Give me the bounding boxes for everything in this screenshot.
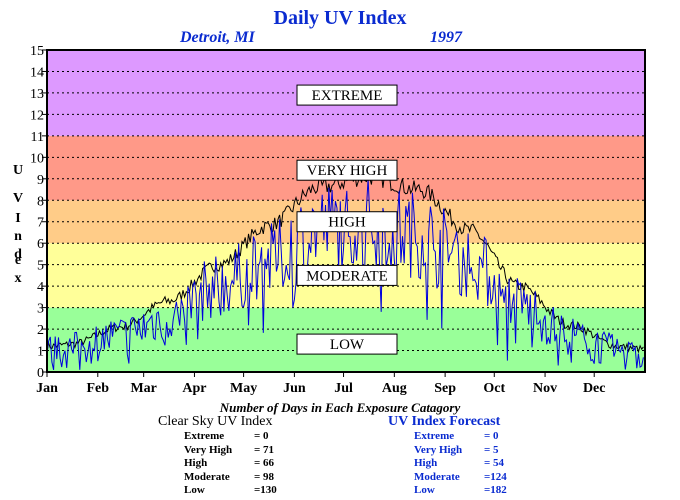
month-label-dec: Dec xyxy=(583,381,606,396)
month-label-feb: Feb xyxy=(87,381,110,396)
band-label-extreme: EXTREME xyxy=(312,88,383,104)
y-tick-label: 2 xyxy=(37,323,44,338)
stats-value: = 71 xyxy=(254,443,275,456)
band-label-very-high-box xyxy=(296,159,398,181)
month-label-jun: Jun xyxy=(283,381,306,396)
y-tick-label: 14 xyxy=(30,65,44,80)
stats-row: Moderate = 98 xyxy=(158,471,277,485)
clear-sky-stats: Clear Sky UV Index Extreme = 0 Very High = … xyxy=(158,414,277,498)
stats-value: = 54 xyxy=(484,457,505,469)
month-label-nov: Nov xyxy=(533,381,557,396)
stats-value: =182 xyxy=(484,484,507,496)
stats-value: = 5 xyxy=(484,443,499,456)
forecast-heading: UV Index Forecast xyxy=(388,414,501,429)
stats-value: = 66 xyxy=(254,457,275,469)
y-tick-label: 15 xyxy=(30,44,44,59)
band-label-moderate: MODERATE xyxy=(306,268,388,284)
y-tick-label: 12 xyxy=(30,108,44,123)
stats-row: Extreme = 0 xyxy=(158,430,277,444)
y-tick-label: 10 xyxy=(30,151,44,166)
month-label-jul: Jul xyxy=(334,381,353,396)
chart-year: 1997 xyxy=(430,29,463,46)
band-label-very-high: VERY HIGH xyxy=(307,163,388,179)
stats-row: Low =182 xyxy=(388,484,507,498)
band-label-high: HIGH xyxy=(328,215,366,231)
stats-value: = 0 xyxy=(484,430,499,442)
band-label-low-box xyxy=(296,333,398,355)
stats-row: Very High = 5 xyxy=(388,444,507,458)
forecast-table: Extreme = 0 Very High = 5 High = 54 Moderate =1… xyxy=(388,430,507,498)
y-tick-label: 13 xyxy=(30,87,44,102)
y-tick-label: 5 xyxy=(37,259,44,274)
band-label-extreme-box xyxy=(296,84,398,106)
stats-label: Moderate xyxy=(184,470,230,483)
stats-label: Very High xyxy=(414,443,463,456)
band-label-moderate-box xyxy=(296,264,398,286)
y-tick-label: 11 xyxy=(31,130,44,145)
stats-value: = 0 xyxy=(254,430,269,442)
y-tick-label: 0 xyxy=(37,366,44,381)
stats-row: Very High = 71 xyxy=(158,444,277,458)
y-tick-label: 1 xyxy=(37,345,44,360)
y-tick-label: 9 xyxy=(37,173,44,188)
clear-sky-table: Extreme = 0 Very High = 71 High = 66 Moderate =… xyxy=(158,430,277,498)
stats-label: Low xyxy=(414,484,435,496)
band-label-high-box xyxy=(296,211,398,233)
chart-location: Detroit, MI xyxy=(179,29,255,46)
y-tick-label: 3 xyxy=(37,302,44,317)
month-label-sep: Sep xyxy=(434,381,456,396)
y-tick-label: 8 xyxy=(37,194,44,209)
month-label-oct: Oct xyxy=(483,381,505,396)
stats-label: Very High xyxy=(184,443,233,456)
stats-label: Low xyxy=(184,484,205,496)
stats-label: Extreme xyxy=(184,430,225,442)
forecast-stats: UV Index Forecast Extreme = 0 Very High = 5… xyxy=(388,414,507,498)
stats-row: Low =130 xyxy=(158,484,277,498)
month-label-aug: Aug xyxy=(382,381,407,396)
month-label-jan: Jan xyxy=(36,381,58,396)
stats-row: Extreme = 0 xyxy=(388,430,507,444)
stats-label: Extreme xyxy=(414,430,455,442)
month-label-mar: Mar xyxy=(130,381,156,396)
clear-sky-heading: Clear Sky UV Index xyxy=(158,414,273,429)
y-tick-label: 4 xyxy=(37,280,44,295)
stats-row: High = 54 xyxy=(388,457,507,471)
chart-title: Daily UV Index xyxy=(274,7,407,29)
stats-label: Moderate xyxy=(414,470,460,483)
stats-value: = 98 xyxy=(254,470,275,483)
series-forecast-line xyxy=(46,178,644,371)
stats-label: High xyxy=(414,457,438,469)
month-label-may: May xyxy=(230,381,257,396)
stats-label: High xyxy=(184,457,208,469)
plot-frame xyxy=(46,49,646,373)
y-tick-label: 6 xyxy=(37,237,44,252)
summary-title: Number of Days in Each Exposure Catagory xyxy=(219,400,461,415)
band-label-low: LOW xyxy=(330,337,365,353)
stats-value: =124 xyxy=(484,470,507,483)
month-label-apr: Apr xyxy=(182,381,206,396)
stats-row: High = 66 xyxy=(158,457,277,471)
stats-row: Moderate =124 xyxy=(388,471,507,485)
y-tick-label: 7 xyxy=(37,216,44,231)
stats-value: =130 xyxy=(254,484,277,496)
